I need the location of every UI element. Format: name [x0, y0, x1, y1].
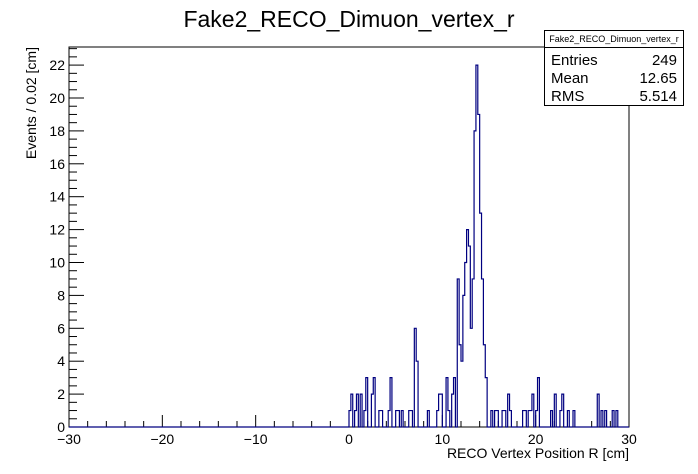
y-tick-label: 2	[57, 386, 65, 402]
x-tick-label: 20	[528, 431, 544, 447]
stats-label: Entries	[551, 52, 598, 69]
y-tick-label: 14	[49, 189, 65, 205]
y-tick-label: 6	[57, 320, 65, 336]
stats-label: RMS	[551, 88, 585, 105]
x-tick-label: −10	[244, 431, 268, 447]
x-tick-label: −20	[150, 431, 174, 447]
stats-row-entries: Entries 249	[551, 51, 677, 70]
stats-label: Mean	[551, 70, 589, 87]
y-tick-label: 22	[49, 57, 65, 73]
stats-value: 249	[651, 52, 677, 69]
y-tick-label: 10	[49, 254, 65, 270]
x-axis-label: RECO Vertex Position R [cm]	[447, 445, 629, 461]
y-tick-label: 4	[57, 353, 65, 369]
x-tick-label: −30	[57, 431, 81, 447]
x-tick-label: 30	[621, 431, 637, 447]
stats-row-rms: RMS 5.514	[551, 87, 677, 106]
histogram-series-line	[69, 64, 629, 428]
y-tick-label: 20	[49, 90, 65, 106]
y-tick-label: 0	[57, 419, 65, 435]
chart-title: Fake2_RECO_Dimuon_vertex_r	[183, 6, 515, 32]
stats-box: Fake2_RECO_Dimuon_vertex_r Entries 249 M…	[544, 30, 684, 106]
x-tick-label: 10	[435, 431, 451, 447]
y-tick-label: 8	[57, 287, 65, 303]
y-tick-label: 18	[49, 123, 65, 139]
x-tick-label: 0	[345, 431, 353, 447]
stats-row-mean: Mean 12.65	[551, 69, 677, 88]
stats-box-title: Fake2_RECO_Dimuon_vertex_r	[545, 31, 683, 48]
stats-value: 5.514	[639, 88, 677, 105]
y-tick-label: 12	[49, 222, 65, 238]
stats-value: 12.65	[639, 70, 677, 87]
y-axis-label: Events / 0.02 [cm]	[23, 47, 39, 159]
y-tick-label: 16	[49, 156, 65, 172]
